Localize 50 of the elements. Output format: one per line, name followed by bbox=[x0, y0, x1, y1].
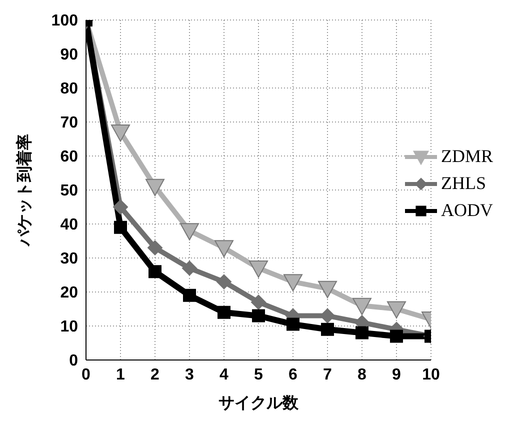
x-tick-label: 3 bbox=[185, 366, 194, 384]
y-tick-label: 70 bbox=[60, 114, 78, 132]
y-tick-label: 0 bbox=[69, 352, 78, 370]
y-tick-label: 50 bbox=[60, 182, 78, 200]
legend-label: AODV bbox=[440, 200, 493, 221]
legend-label: ZHLS bbox=[440, 173, 486, 194]
point bbox=[283, 274, 302, 292]
point bbox=[214, 240, 234, 258]
y-tick-label: 100 bbox=[51, 12, 78, 30]
point bbox=[114, 220, 127, 234]
legend-label: ZDMR bbox=[440, 146, 493, 167]
x-tick-label: 2 bbox=[150, 366, 160, 384]
point bbox=[180, 223, 199, 240]
x-tick-label: 6 bbox=[288, 366, 298, 384]
y-axis-title: パケット到着率 bbox=[14, 134, 34, 247]
x-axis-title: サイクル数 bbox=[218, 394, 300, 412]
x-tick-label: 4 bbox=[220, 366, 229, 384]
point bbox=[111, 124, 130, 142]
x-tick-label: 1 bbox=[116, 366, 126, 384]
point bbox=[318, 280, 337, 298]
y-tick-label: 30 bbox=[60, 250, 78, 268]
point bbox=[352, 298, 372, 316]
y-tick-label: 40 bbox=[60, 216, 78, 234]
y-tick-label: 20 bbox=[60, 284, 78, 302]
x-tick-label: 5 bbox=[254, 366, 264, 384]
point bbox=[390, 330, 403, 343]
point bbox=[217, 306, 230, 319]
point bbox=[386, 301, 406, 318]
y-tick-label: 60 bbox=[60, 148, 78, 166]
point bbox=[145, 178, 164, 196]
y-tick-label: 80 bbox=[60, 80, 78, 98]
x-tick-label: 8 bbox=[358, 366, 367, 384]
point bbox=[252, 309, 265, 322]
y-tick-label: 90 bbox=[60, 46, 78, 64]
point bbox=[216, 274, 232, 290]
point bbox=[147, 240, 162, 256]
x-tick-label: 7 bbox=[323, 366, 332, 384]
point bbox=[250, 294, 266, 310]
point bbox=[148, 265, 162, 278]
point bbox=[286, 318, 300, 331]
point bbox=[113, 200, 128, 214]
point bbox=[248, 260, 268, 278]
point bbox=[182, 288, 196, 302]
y-tick-label: 10 bbox=[60, 318, 78, 336]
x-tick-label: 0 bbox=[82, 366, 91, 384]
x-tick-label: 9 bbox=[392, 366, 402, 384]
point bbox=[320, 322, 334, 336]
point bbox=[182, 260, 197, 276]
x-tick-label: 10 bbox=[422, 366, 440, 384]
point bbox=[355, 326, 368, 340]
